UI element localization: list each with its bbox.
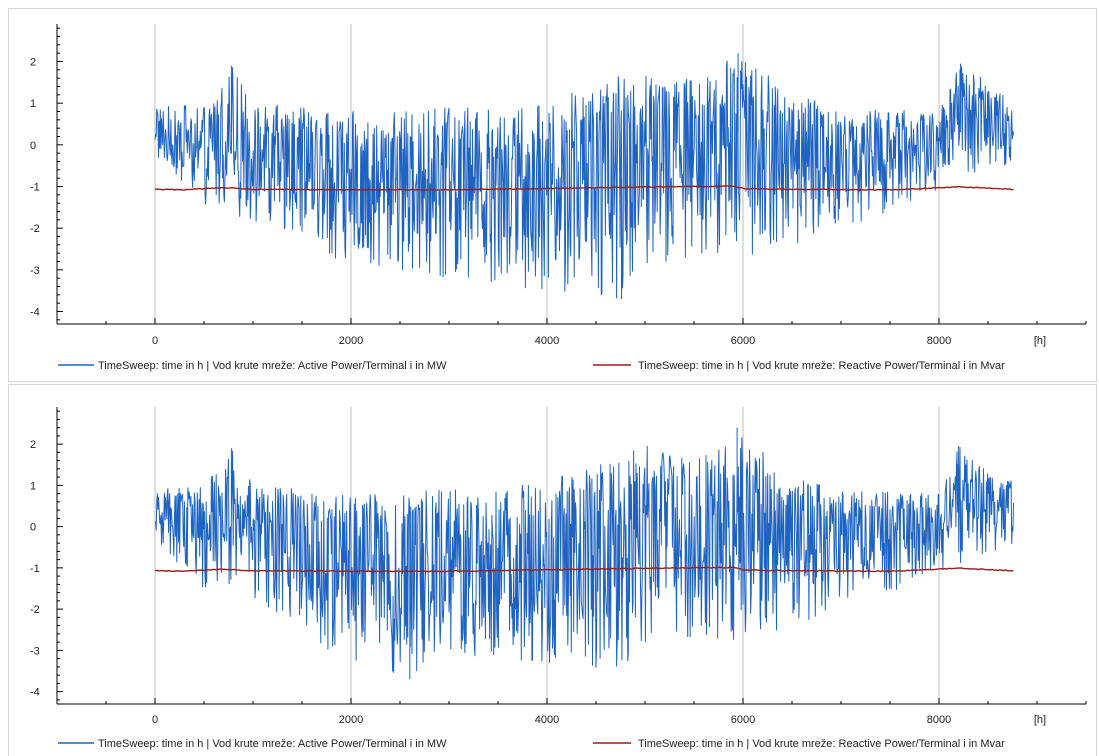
x-tick-label: 4000	[535, 714, 559, 726]
y-tick-label: -1	[30, 563, 40, 575]
x-unit-label: [h]	[1034, 714, 1046, 726]
y-tick-label: 2	[30, 57, 36, 69]
x-tick-label: 8000	[927, 335, 951, 347]
y-tick-label: -4	[30, 687, 40, 699]
plot-panel-bottom-frame	[8, 384, 1097, 756]
y-tick-label: -1	[30, 182, 40, 194]
x-tick-label: 0	[152, 714, 158, 726]
legend-label-reactive: TimeSweep: time in h | Vod krute mreže: …	[638, 360, 1005, 372]
x-tick-label: 2000	[339, 714, 363, 726]
x-tick-label: 6000	[731, 335, 755, 347]
y-tick-label: 0	[30, 140, 36, 152]
active-power-line	[154, 53, 1014, 299]
active-power-line	[154, 427, 1014, 680]
y-tick-label: 1	[30, 480, 36, 492]
plot-panel-2: -4 -3 -2 -1 0 1 2 0 2000 4000 6000 8000 [h] TimeSweep…	[30, 407, 1087, 750]
x-tick-label: 4000	[535, 335, 559, 347]
legend-label-active: TimeSweep: time in h | Vod krute mreže: …	[98, 738, 447, 750]
legend-label-active: TimeSweep: time in h | Vod krute mreže: …	[98, 360, 447, 372]
y-tick-label: 0	[30, 522, 36, 534]
plot-panel-top-frame	[8, 8, 1097, 382]
x-tick-label: 8000	[927, 714, 951, 726]
y-tick-label: 1	[30, 98, 36, 110]
x-unit-label: [h]	[1034, 335, 1046, 347]
x-tick-label: 2000	[339, 335, 363, 347]
y-tick-label: -2	[30, 223, 40, 235]
reactive-power-line	[154, 185, 1014, 191]
legend-label-reactive: TimeSweep: time in h | Vod krute mreže: …	[638, 738, 1005, 750]
legend: TimeSweep: time in h | Vod krute mreže: …	[58, 360, 1005, 372]
y-tick-label: -4	[30, 307, 40, 319]
y-tick-label: -3	[30, 645, 40, 657]
plot-panel-1: -4 -3 -2 -1 0 1 2 0 2000 4000 6000 8000 [h] TimeSweep…	[30, 24, 1087, 372]
x-tick-label: 6000	[731, 714, 755, 726]
y-tick-label: -2	[30, 604, 40, 616]
legend: TimeSweep: time in h | Vod krute mreže: …	[58, 738, 1005, 750]
y-tick-label: -3	[30, 265, 40, 277]
y-tick-label: 2	[30, 439, 36, 451]
reactive-power-line	[154, 566, 1014, 573]
x-tick-label: 0	[152, 335, 158, 347]
